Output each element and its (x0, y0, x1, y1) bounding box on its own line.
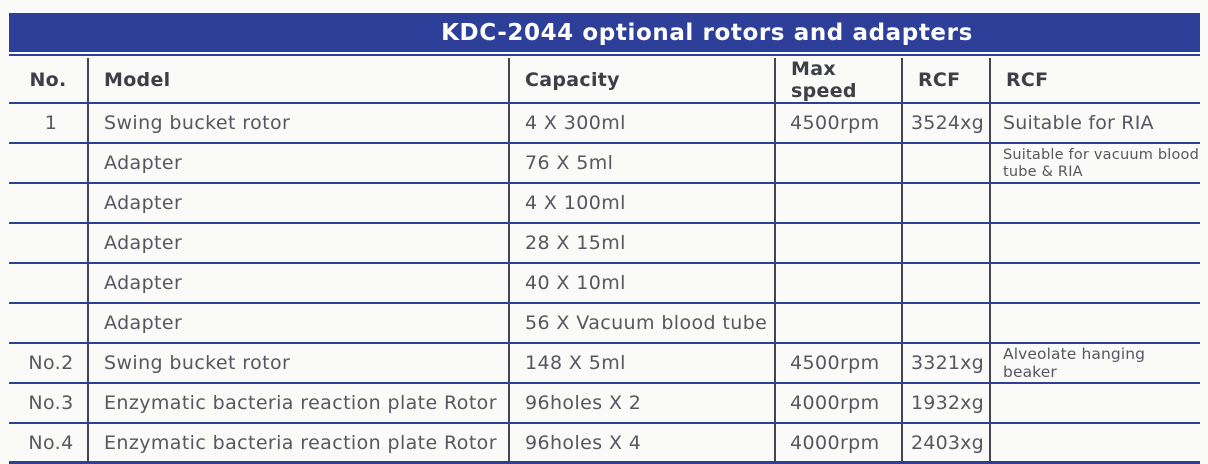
header-capacity: Capacity (509, 58, 776, 104)
cell-rcf: 3321xg (902, 343, 991, 384)
cell-max-speed (775, 223, 903, 264)
cell-capacity: 4 X 300ml (509, 103, 776, 144)
table-title-bar: KDC-2044 optional rotors and adapters (9, 13, 1200, 52)
table-row: Adapter 4 X 100ml (9, 183, 1200, 224)
header-row: No. Model Capacity Max speed RCF RCF (9, 58, 1200, 104)
cell-capacity: 96holes X 4 (509, 423, 776, 464)
header-rcf: RCF (902, 58, 991, 104)
cell-model: Swing bucket rotor (88, 343, 510, 384)
table-row: 1 Swing bucket rotor 4 X 300ml 4500rpm 3… (9, 103, 1200, 144)
cell-rcf (902, 183, 991, 224)
table-header: No. Model Capacity Max speed RCF RCF (9, 58, 1200, 104)
cell-rcf (902, 143, 991, 184)
cell-model: Adapter (88, 263, 510, 304)
cell-no: No.2 (9, 343, 89, 384)
cell-rcf: 1932xg (902, 383, 991, 424)
cell-remark (990, 423, 1200, 464)
cell-model: Swing bucket rotor (88, 103, 510, 144)
cell-rcf (902, 223, 991, 264)
table-row: No.4 Enzymatic bacteria reaction plate R… (9, 423, 1200, 464)
cell-max-speed: 4500rpm (775, 103, 903, 144)
table-row: No.3 Enzymatic bacteria reaction plate R… (9, 383, 1200, 424)
cell-capacity: 148 X 5ml (509, 343, 776, 384)
cell-capacity: 40 X 10ml (509, 263, 776, 304)
cell-no (9, 183, 89, 224)
cell-rcf (902, 263, 991, 304)
cell-remark (990, 383, 1200, 424)
cell-capacity: 56 X Vacuum blood tube (509, 303, 776, 344)
cell-capacity: 76 X 5ml (509, 143, 776, 184)
table-row: Adapter 40 X 10ml (9, 263, 1200, 304)
header-model: Model (88, 58, 510, 104)
cell-model: Enzymatic bacteria reaction plate Rotor (88, 423, 510, 464)
cell-remark (990, 263, 1200, 304)
cell-no: 1 (9, 103, 89, 144)
cell-remark: Suitable for RIA (990, 103, 1200, 144)
cell-remark: Alveolate hanging beaker (990, 343, 1200, 384)
table-row: Adapter 76 X 5ml Suitable for vacuum blo… (9, 143, 1200, 184)
cell-model: Adapter (88, 143, 510, 184)
title-underline (9, 54, 1200, 56)
cell-capacity: 96holes X 2 (509, 383, 776, 424)
cell-model: Enzymatic bacteria reaction plate Rotor (88, 383, 510, 424)
cell-max-speed (775, 143, 903, 184)
cell-remark (990, 183, 1200, 224)
cell-rcf: 3524xg (902, 103, 991, 144)
table-body: 1 Swing bucket rotor 4 X 300ml 4500rpm 3… (9, 103, 1200, 464)
cell-no (9, 143, 89, 184)
cell-model: Adapter (88, 223, 510, 264)
table-row: No.2 Swing bucket rotor 148 X 5ml 4500rp… (9, 343, 1200, 384)
cell-max-speed (775, 183, 903, 224)
cell-no (9, 263, 89, 304)
header-rcf-2: RCF (990, 58, 1200, 104)
table-row: Adapter 28 X 15ml (9, 223, 1200, 264)
header-no: No. (9, 58, 89, 104)
cell-remark (990, 223, 1200, 264)
cell-no (9, 223, 89, 264)
cell-max-speed: 4000rpm (775, 383, 903, 424)
header-max-speed: Max speed (775, 58, 903, 104)
cell-rcf: 2403xg (902, 423, 991, 464)
cell-max-speed (775, 303, 903, 344)
cell-no (9, 303, 89, 344)
cell-capacity: 4 X 100ml (509, 183, 776, 224)
cell-no: No.3 (9, 383, 89, 424)
cell-max-speed: 4500rpm (775, 343, 903, 384)
cell-model: Adapter (88, 183, 510, 224)
cell-remark (990, 303, 1200, 344)
cell-capacity: 28 X 15ml (509, 223, 776, 264)
cell-max-speed (775, 263, 903, 304)
cell-no: No.4 (9, 423, 89, 464)
cell-rcf (902, 303, 991, 344)
spec-table-container: KDC-2044 optional rotors and adapters No… (9, 13, 1200, 464)
cell-model: Adapter (88, 303, 510, 344)
rotors-adapters-table: No. Model Capacity Max speed RCF RCF 1 S… (9, 58, 1200, 464)
table-row: Adapter 56 X Vacuum blood tube (9, 303, 1200, 344)
cell-max-speed: 4000rpm (775, 423, 903, 464)
cell-remark: Suitable for vacuum blood tube & RIA (990, 143, 1200, 184)
table-title: KDC-2044 optional rotors and adapters (441, 19, 973, 46)
